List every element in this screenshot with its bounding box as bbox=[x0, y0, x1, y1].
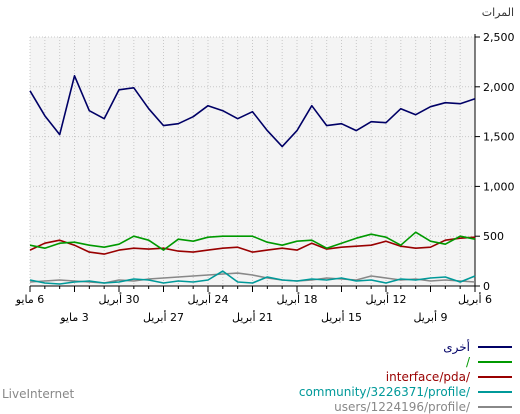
x-tick-label: 6 أبريل bbox=[458, 292, 492, 306]
legend-swatch bbox=[478, 345, 512, 348]
liveinternet-watermark: LiveInternet bbox=[2, 387, 75, 401]
plot-area bbox=[30, 37, 475, 286]
legend-label: interface/pda/ bbox=[385, 369, 470, 384]
line-chart: 0 500 1,000 1,500 2,000 2,500 6 مايو 30 أبريل 24… bbox=[15, 31, 515, 324]
legend-label: أخرى bbox=[443, 339, 470, 354]
unit-label: المرات bbox=[481, 6, 514, 19]
x-tick-label: 24 أبريل bbox=[187, 292, 228, 306]
y-tick-label: 1,000 bbox=[483, 180, 515, 193]
x-tick-label: 30 أبريل bbox=[98, 292, 139, 306]
x-tick-label: 27 أبريل bbox=[143, 310, 184, 324]
series-line bbox=[29, 75, 476, 148]
legend-item-community: community/3226371/profile/ bbox=[299, 384, 512, 399]
x-tick-label: 18 أبريل bbox=[276, 292, 317, 306]
x-tick-label: 3 مايو bbox=[59, 311, 88, 324]
legend-label: users/1224196/profile/ bbox=[334, 399, 470, 414]
legend-label: community/3226371/profile/ bbox=[298, 384, 470, 399]
legend-swatch bbox=[478, 390, 512, 393]
y-tick-label: 2,000 bbox=[483, 81, 515, 94]
series-line bbox=[29, 270, 476, 285]
legend-item-users: users/1224196/profile/ bbox=[299, 399, 512, 414]
legend-item-pda: interface/pda/ bbox=[299, 369, 512, 384]
x-tick-label: 6 مايو bbox=[15, 293, 44, 306]
series-line bbox=[29, 236, 476, 255]
legend-item-root: / bbox=[299, 354, 512, 369]
y-tick-label: 2,500 bbox=[483, 31, 515, 44]
legend-label: / bbox=[465, 354, 470, 369]
y-tick-label: 0 bbox=[483, 280, 490, 293]
legend-swatch bbox=[478, 375, 512, 378]
legend: أخرى / interface/pda/ community/3226371/… bbox=[299, 339, 512, 414]
y-tick-label: 1,500 bbox=[483, 131, 515, 144]
series-line bbox=[29, 231, 476, 251]
legend-swatch bbox=[478, 360, 512, 363]
legend-item-other: أخرى bbox=[299, 339, 512, 354]
x-tick-label: 9 أبريل bbox=[413, 310, 447, 324]
x-tick-label: 12 أبريل bbox=[365, 292, 406, 306]
x-tick-label: 21 أبريل bbox=[232, 310, 273, 324]
legend-swatch bbox=[478, 405, 512, 408]
y-tick-label: 500 bbox=[483, 230, 504, 243]
x-tick-label: 15 أبريل bbox=[321, 310, 362, 324]
